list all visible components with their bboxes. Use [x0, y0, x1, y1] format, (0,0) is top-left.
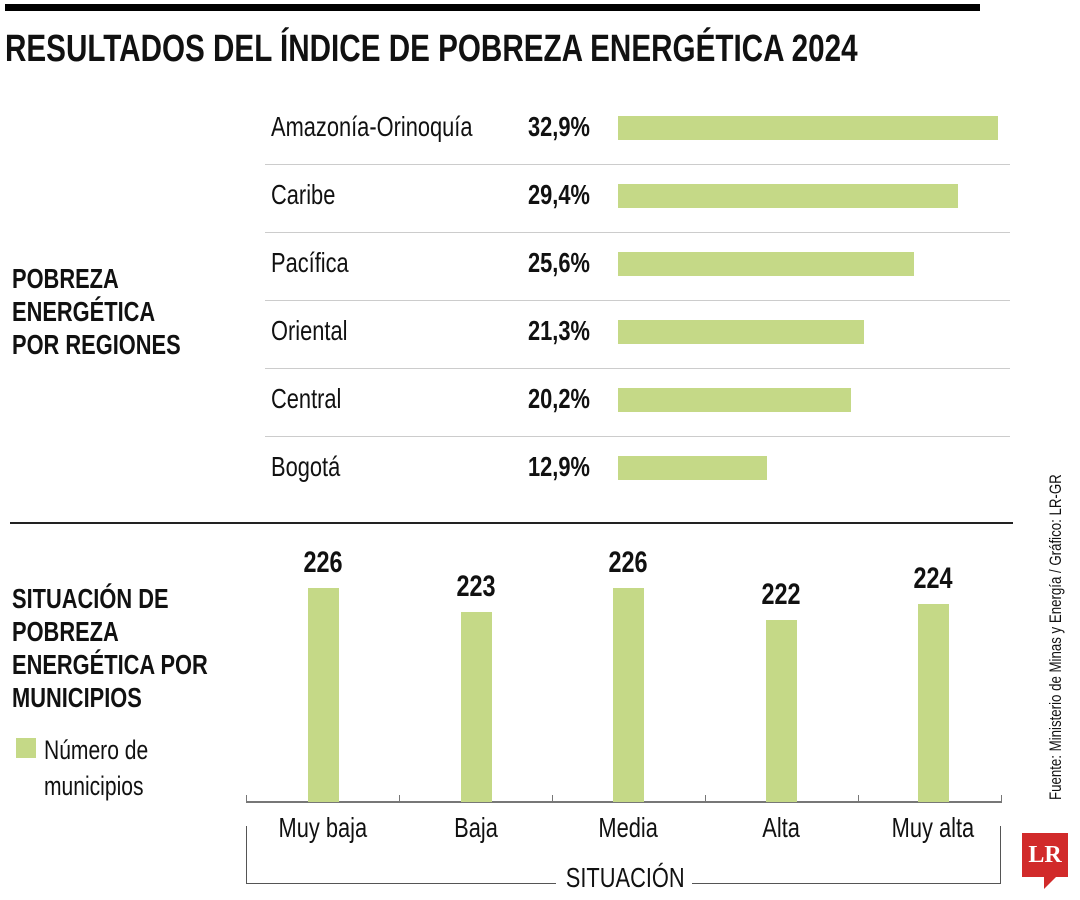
region-label-text: Bogotá [271, 451, 341, 482]
x-axis-title: SITUACIÓN [545, 862, 705, 894]
region-label: Pacífica [271, 247, 371, 279]
region-value-text: 29,4% [528, 179, 590, 210]
chart-title: RESULTADOS DEL ÍNDICE DE POBREZA ENERGÉT… [5, 28, 1080, 71]
x-tick-label-text: Alta [762, 812, 800, 843]
x-tick-label: Muy alta [853, 812, 1013, 844]
lr-logo-tail [1044, 877, 1056, 889]
source-note: Fuente: Ministerio de Minas y Energía / … [1046, 382, 1066, 800]
region-bar [618, 456, 767, 480]
region-label-text: Central [271, 383, 342, 414]
x-tick-label: Media [548, 812, 708, 844]
municipios-value-text: 224 [913, 561, 953, 595]
region-label-text: Caribe [271, 179, 336, 210]
row-separator [265, 232, 1010, 233]
x-tick-label-text: Baja [454, 812, 498, 843]
municipios-section-title: SITUACIÓN DE POBREZA ENERGÉTICA POR MUNI… [12, 582, 252, 714]
municipios-value-text: 226 [303, 545, 343, 579]
row-separator [265, 368, 1010, 369]
x-tick-label: Alta [701, 812, 861, 844]
x-tick-label: Baja [396, 812, 556, 844]
x-tick-label: Muy baja [243, 812, 403, 844]
municipios-value-label: 226 [578, 546, 678, 580]
region-label: Central [271, 383, 361, 415]
municipios-value-text: 226 [608, 545, 648, 579]
municipios-value-text: 222 [761, 577, 801, 611]
legend-text: Número de municipios [44, 735, 149, 801]
x-axis-line [246, 801, 1002, 803]
bracket-left [246, 826, 247, 884]
region-label-text: Oriental [271, 315, 348, 346]
x-tick-label-text: Muy baja [278, 812, 368, 843]
region-label: Caribe [271, 179, 353, 211]
legend-swatch [16, 738, 36, 758]
municipios-bar [308, 587, 339, 802]
municipios-value-label: 226 [273, 546, 373, 580]
x-tick [552, 795, 553, 802]
top-rule [5, 4, 980, 11]
x-tick-label-text: Media [598, 812, 658, 843]
municipios-value-text: 223 [456, 569, 496, 603]
source-text: Fuente: Ministerio de Minas y Energía / … [1046, 474, 1065, 800]
region-value-label: 25,6% [528, 247, 607, 279]
row-separator [265, 164, 1010, 165]
region-value-text: 21,3% [528, 315, 590, 346]
bracket-line-left [246, 883, 556, 884]
region-label: Oriental [271, 315, 369, 347]
municipios-title-text: SITUACIÓN DE POBREZA ENERGÉTICA POR MUNI… [12, 583, 208, 713]
region-value-text: 12,9% [528, 451, 590, 482]
region-value-label: 12,9% [528, 451, 607, 483]
municipios-bar [766, 619, 797, 802]
region-label: Bogotá [271, 451, 360, 483]
section-divider [10, 522, 1013, 524]
region-value-text: 25,6% [528, 247, 590, 278]
region-value-label: 32,9% [528, 111, 607, 143]
region-bar [618, 388, 852, 412]
x-tick [858, 795, 859, 802]
region-value-text: 20,2% [528, 383, 590, 414]
region-label-text: Amazonía-Orinoquía [271, 111, 473, 142]
bracket-line-right [692, 883, 1001, 884]
region-value-label: 29,4% [528, 179, 607, 211]
region-bar [618, 320, 865, 344]
region-bar [618, 184, 958, 208]
municipios-bar [613, 587, 644, 802]
row-separator [265, 436, 1010, 437]
x-tick [399, 795, 400, 802]
legend-label: Número de municipios [44, 732, 164, 804]
x-axis-title-text: SITUACIÓN [565, 862, 685, 893]
lr-logo: LR [1022, 833, 1068, 877]
x-tick-label-text: Muy alta [891, 812, 975, 843]
region-value-label: 20,2% [528, 383, 607, 415]
municipios-value-label: 222 [731, 578, 831, 612]
bracket-right [1000, 826, 1001, 884]
region-value-label: 21,3% [528, 315, 607, 347]
region-label: Amazonía-Orinoquía [271, 111, 529, 143]
region-bar [618, 252, 914, 276]
x-tick [705, 795, 706, 802]
regions-title-text: POBREZA ENERGÉTICA POR REGIONES [12, 263, 181, 360]
x-tick [246, 795, 247, 802]
municipios-value-label: 224 [883, 562, 983, 596]
row-separator [265, 300, 1010, 301]
region-value-text: 32,9% [528, 111, 590, 142]
title-text: RESULTADOS DEL ÍNDICE DE POBREZA ENERGÉT… [5, 28, 858, 70]
x-tick [1001, 795, 1002, 802]
municipios-bar [918, 603, 949, 802]
municipios-value-label: 223 [426, 570, 526, 604]
regions-section-title: POBREZA ENERGÉTICA POR REGIONES [12, 262, 252, 361]
region-label-text: Pacífica [271, 247, 349, 278]
municipios-bar [461, 611, 492, 802]
region-bar [618, 116, 998, 140]
